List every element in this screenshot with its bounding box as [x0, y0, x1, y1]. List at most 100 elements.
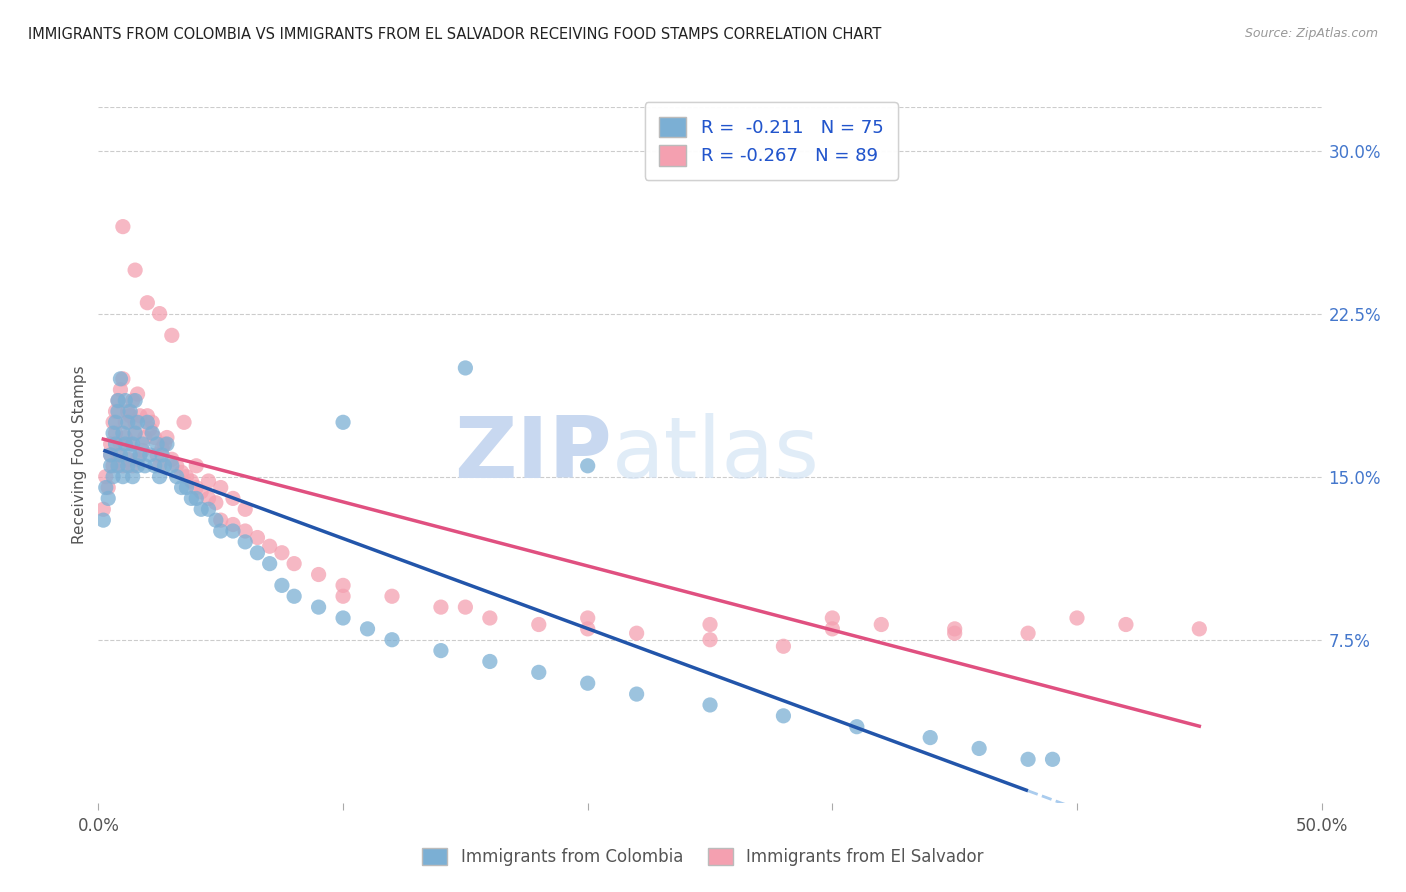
Point: [209, 481, 232, 495]
Point: [91, 502, 114, 516]
Point: [527, 617, 550, 632]
Point: [259, 557, 281, 571]
Point: [104, 426, 127, 441]
Point: [845, 720, 868, 734]
Point: [111, 458, 134, 473]
Point: [772, 708, 794, 723]
Point: [308, 567, 330, 582]
Point: [114, 437, 136, 451]
Point: [283, 589, 305, 603]
Point: [101, 458, 124, 473]
Point: [233, 502, 256, 516]
Point: [176, 469, 198, 483]
Point: [190, 484, 212, 499]
Point: [104, 415, 127, 429]
Point: [131, 443, 153, 458]
Point: [139, 448, 162, 462]
Point: [233, 535, 256, 549]
Point: [139, 422, 162, 436]
Point: [699, 632, 721, 647]
Point: [186, 481, 208, 495]
Point: [527, 665, 550, 680]
Point: [117, 452, 139, 467]
Point: [699, 617, 721, 632]
Point: [120, 409, 142, 423]
Point: [478, 655, 501, 669]
Point: [699, 698, 721, 712]
Point: [134, 458, 156, 473]
Point: [332, 578, 354, 592]
Point: [943, 622, 966, 636]
Point: [141, 415, 163, 429]
Point: [114, 393, 136, 408]
Point: [166, 458, 188, 473]
Point: [136, 415, 159, 429]
Point: [124, 426, 146, 441]
Point: [821, 622, 844, 636]
Point: [143, 431, 166, 445]
Point: [454, 360, 477, 375]
Point: [149, 469, 172, 483]
Point: [332, 611, 354, 625]
Point: [222, 491, 245, 506]
Point: [127, 387, 149, 401]
Point: [124, 393, 146, 408]
Point: [114, 431, 136, 445]
Text: atlas: atlas: [612, 413, 820, 497]
Point: [246, 546, 269, 560]
Point: [160, 328, 183, 343]
Point: [205, 496, 228, 510]
Point: [180, 474, 202, 488]
Point: [149, 458, 172, 473]
Point: [920, 731, 942, 745]
Text: ZIP: ZIP: [454, 413, 612, 497]
Point: [772, 639, 794, 653]
Point: [91, 513, 114, 527]
Point: [170, 481, 193, 495]
Point: [332, 589, 354, 603]
Point: [576, 611, 599, 625]
Point: [121, 469, 143, 483]
Point: [356, 622, 378, 636]
Point: [107, 448, 129, 462]
Point: [156, 431, 179, 445]
Point: [270, 578, 294, 592]
Point: [943, 626, 966, 640]
Legend: Immigrants from Colombia, Immigrants from El Salvador: Immigrants from Colombia, Immigrants fro…: [413, 840, 993, 875]
Point: [381, 632, 404, 647]
Point: [1017, 752, 1039, 766]
Point: [576, 458, 599, 473]
Point: [114, 415, 136, 429]
Point: [1042, 752, 1064, 766]
Text: Source: ZipAtlas.com: Source: ZipAtlas.com: [1244, 27, 1378, 40]
Point: [153, 437, 176, 451]
Point: [94, 481, 117, 495]
Point: [626, 687, 648, 701]
Point: [131, 437, 153, 451]
Point: [1188, 622, 1211, 636]
Point: [124, 415, 146, 429]
Point: [576, 676, 599, 690]
Point: [143, 458, 166, 473]
Point: [111, 469, 134, 483]
Point: [124, 426, 146, 441]
Point: [967, 741, 990, 756]
Point: [127, 452, 149, 467]
Point: [110, 437, 132, 451]
Point: [111, 426, 134, 441]
Y-axis label: Receiving Food Stamps: Receiving Food Stamps: [72, 366, 87, 544]
Point: [209, 524, 232, 538]
Point: [100, 458, 122, 473]
Point: [121, 393, 143, 408]
Point: [97, 481, 120, 495]
Point: [478, 611, 501, 625]
Point: [332, 415, 354, 429]
Point: [430, 643, 453, 657]
Point: [121, 458, 143, 473]
Point: [149, 307, 172, 321]
Point: [100, 437, 122, 451]
Point: [127, 415, 149, 429]
Point: [197, 474, 219, 488]
Point: [870, 617, 893, 632]
Point: [136, 409, 159, 423]
